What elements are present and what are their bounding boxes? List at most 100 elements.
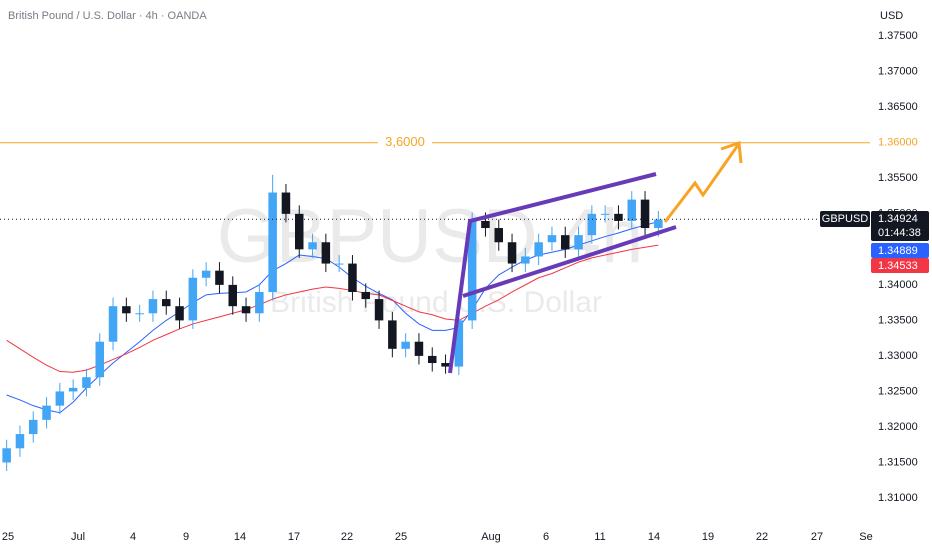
ma-fast-tag-bg xyxy=(871,243,929,258)
x-tick-label: 14 xyxy=(234,531,246,543)
arrow-head xyxy=(720,140,743,164)
candle-body xyxy=(521,256,530,264)
y-tick-label: 1.32500 xyxy=(878,385,918,397)
x-tick-label: 11 xyxy=(594,531,605,543)
level-price-tag: 1.36000 xyxy=(878,137,918,149)
candle-body xyxy=(600,213,610,215)
candle-body xyxy=(388,320,397,349)
candle-body xyxy=(467,220,477,321)
drawings xyxy=(448,140,743,374)
candle-body xyxy=(547,235,557,243)
x-tick-label: 9 xyxy=(183,531,189,543)
last-price-tag: 1.34924 xyxy=(878,213,918,225)
level-label-bg xyxy=(378,134,432,151)
candle-body xyxy=(361,291,371,300)
chart-title: British Pound / U.S. Dollar · 4h · OANDA xyxy=(8,10,207,22)
candle-body xyxy=(108,306,118,342)
candle-body xyxy=(560,235,570,250)
candle-body xyxy=(201,270,211,278)
x-tick-label: Aug xyxy=(481,531,501,543)
candle-body xyxy=(268,192,277,292)
level-price-tag-bg xyxy=(871,134,929,151)
level-label: 3,6000 xyxy=(385,134,425,149)
candle-body xyxy=(161,299,171,307)
x-tick-label: 25 xyxy=(395,531,407,543)
moving-average xyxy=(6,244,659,373)
countdown: 01:44:38 xyxy=(878,227,921,239)
candle-body xyxy=(587,213,597,236)
candle-body xyxy=(534,242,543,257)
candle-body xyxy=(334,263,344,265)
y-tick-label: 1.37000 xyxy=(878,66,918,78)
projection-arrow xyxy=(663,144,740,223)
candle-body xyxy=(321,242,331,264)
candle-body xyxy=(2,448,11,463)
ma-slow-tag: 1.34533 xyxy=(878,260,918,272)
x-tick-label: 22 xyxy=(341,531,353,543)
x-tick-label: 22 xyxy=(756,531,768,543)
y-tick-label: 1.33000 xyxy=(878,350,918,362)
channel-upper xyxy=(448,172,657,374)
candle-body xyxy=(255,291,264,314)
x-tick-label: 4 xyxy=(130,531,136,543)
x-tick-label: 14 xyxy=(648,531,660,543)
candle-body xyxy=(627,199,637,221)
y-tick-label: 1.36500 xyxy=(878,101,918,113)
x-tick-label: 19 xyxy=(702,531,714,543)
moving-average xyxy=(6,221,659,414)
x-tick-label: Jul xyxy=(71,531,85,543)
candle-body xyxy=(614,213,623,221)
candle-body xyxy=(68,387,78,392)
candle-body xyxy=(454,320,464,367)
candle-body xyxy=(42,405,51,420)
ma-fast-tag: 1.34889 xyxy=(878,245,918,257)
candle-body xyxy=(135,313,144,315)
ma-slow-tag-bg xyxy=(871,258,929,273)
candle-body xyxy=(148,299,158,314)
candle-body xyxy=(28,419,38,435)
candle-body xyxy=(82,377,91,388)
candle-body xyxy=(574,235,583,250)
y-tick-label: 1.31000 xyxy=(878,492,918,504)
candle-body xyxy=(55,391,65,406)
x-tick-label: 25 xyxy=(2,531,14,543)
candle-body xyxy=(95,341,105,378)
candle-body xyxy=(494,228,504,243)
candle-body xyxy=(228,284,238,307)
candle-body xyxy=(427,355,437,364)
x-tick-label: 17 xyxy=(288,531,300,543)
candle-body xyxy=(481,220,490,229)
candle-body xyxy=(401,341,410,349)
candle-body xyxy=(215,270,224,285)
symbol-tag-bg xyxy=(820,211,870,227)
last-price-tag-bg xyxy=(871,211,929,241)
candle-body xyxy=(294,213,304,250)
candle-body xyxy=(122,306,131,314)
candle-body xyxy=(654,219,663,229)
candle-body xyxy=(348,263,357,292)
candle-body xyxy=(241,306,251,314)
price-axis xyxy=(870,0,932,550)
candle-body xyxy=(175,306,184,321)
watermark-subtitle: British Pound U.S. Dollar xyxy=(270,286,602,319)
candle-body xyxy=(188,277,198,321)
channel-lower xyxy=(462,225,677,298)
symbol-tag: GBPUSD xyxy=(822,213,869,225)
candle-body xyxy=(640,199,650,229)
candle-body xyxy=(374,299,384,321)
y-tick-label: 1.35500 xyxy=(878,172,918,184)
x-tick-label: 27 xyxy=(811,531,823,543)
currency: USD xyxy=(880,10,903,22)
y-tick-label: 1.32000 xyxy=(878,421,918,433)
candle-body xyxy=(414,341,424,356)
candle-body xyxy=(441,363,450,367)
y-tick-label: 1.33500 xyxy=(878,314,918,326)
y-tick-label: 1.37500 xyxy=(878,30,918,42)
x-tick-label: Se xyxy=(859,531,872,543)
candle-body xyxy=(308,242,317,250)
candle-body xyxy=(507,242,517,264)
candle-body xyxy=(15,434,25,449)
y-tick-label: 1.34000 xyxy=(878,279,918,291)
